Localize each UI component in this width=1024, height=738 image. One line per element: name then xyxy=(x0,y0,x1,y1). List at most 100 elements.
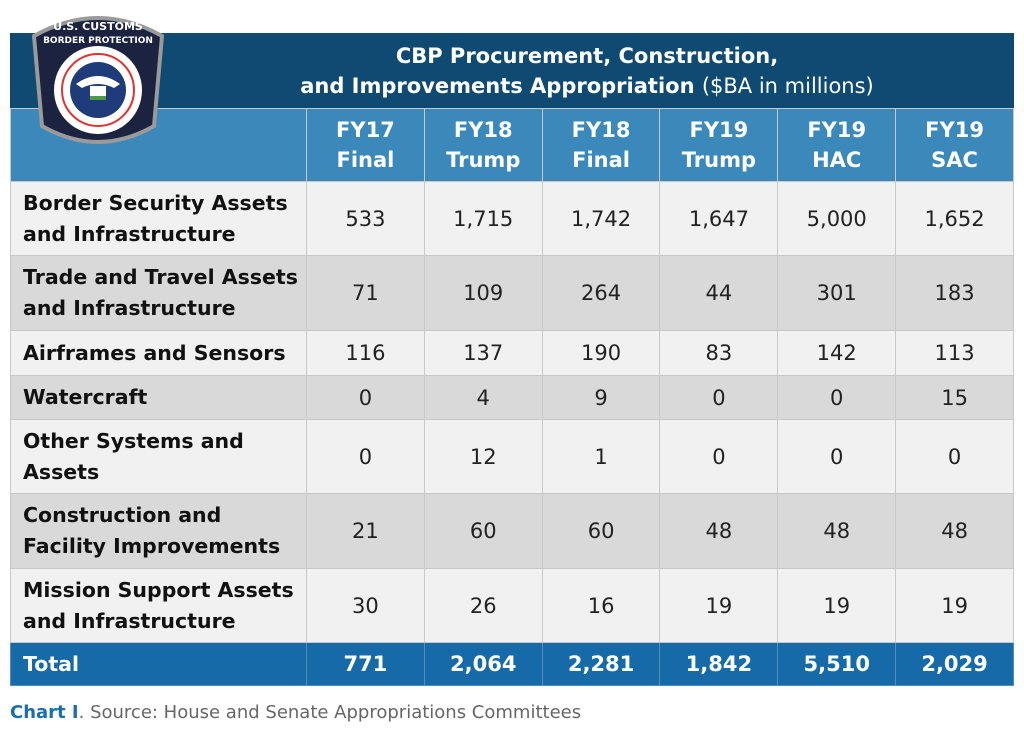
value-cell: 0 xyxy=(306,419,425,494)
row-label: Border Security Assets and Infrastructure xyxy=(10,181,307,256)
value-cell: 83 xyxy=(659,330,779,376)
row-label: Airframes and Sensors xyxy=(10,330,307,376)
value-cell: 19 xyxy=(777,568,897,643)
title-bar: CBP Procurement, Construction, and Impro… xyxy=(10,33,1014,108)
value-cell: 190 xyxy=(541,330,661,376)
value-cell: 1,742 xyxy=(541,181,661,256)
row-label-line: and Infrastructure xyxy=(23,296,236,320)
value-cell: 301 xyxy=(777,255,897,331)
value-cell: 12 xyxy=(423,419,543,494)
column-header: FY19 HAC xyxy=(777,108,897,182)
value-cell: 116 xyxy=(306,330,425,376)
total-value-cell: 1,842 xyxy=(659,642,779,686)
column-header: FY19 SAC xyxy=(895,108,1014,182)
row-label-line: Other Systems and xyxy=(23,428,244,453)
column-header-line: FY19 xyxy=(925,118,984,142)
value-cell: 19 xyxy=(659,568,779,643)
value-cell: 142 xyxy=(777,330,897,376)
table-row: Border Security Assets and Infrastructure… xyxy=(10,181,1014,256)
column-header-line: Trump xyxy=(681,148,757,172)
table-row: Trade and Travel Assets and Infrastructur… xyxy=(10,255,1014,331)
value-cell: 137 xyxy=(423,330,543,376)
row-label: Trade and Travel Assets and Infrastructur… xyxy=(10,255,307,331)
value-cell: 48 xyxy=(895,493,1014,569)
value-cell: 26 xyxy=(423,568,543,643)
column-header-line: Final xyxy=(336,148,395,172)
row-label-line: and Infrastructure xyxy=(23,608,236,633)
value-cell: 15 xyxy=(895,375,1014,420)
total-row: Total 771 2,064 2,281 1,842 5,510 2,029 xyxy=(10,642,1014,686)
total-label: Total xyxy=(10,642,307,686)
value-cell: 0 xyxy=(306,375,425,420)
value-cell: 48 xyxy=(777,493,897,569)
value-cell: 44 xyxy=(659,255,779,331)
value-cell: 16 xyxy=(541,568,661,643)
column-header: FY17 Final xyxy=(306,108,425,182)
column-header-line: FY18 xyxy=(453,118,513,142)
column-header-line: FY17 xyxy=(336,118,395,142)
column-header-line: SAC xyxy=(931,148,978,172)
row-label-line: Airframes and Sensors xyxy=(23,340,286,365)
row-label-line: Border Security Assets xyxy=(23,190,288,215)
column-header: FY18 Trump xyxy=(423,108,543,182)
row-label-line: Trade and Travel Assets xyxy=(23,265,298,289)
total-value-cell: 2,064 xyxy=(423,642,543,686)
value-cell: 60 xyxy=(423,493,543,569)
row-label-line: and Infrastructure xyxy=(23,221,236,246)
value-cell: 183 xyxy=(895,255,1014,331)
column-header-line: FY19 xyxy=(807,118,867,142)
value-cell: 30 xyxy=(306,568,425,643)
title-line-1: CBP Procurement, Construction, xyxy=(395,44,779,68)
row-label-line: Construction and xyxy=(23,503,222,527)
value-cell: 264 xyxy=(541,255,661,331)
value-cell: 0 xyxy=(659,419,779,494)
row-label-line: Facility Improvements xyxy=(23,534,281,558)
chart-title: CBP Procurement, Construction, and Impro… xyxy=(160,41,1014,101)
caption: Chart I. Source: House and Senate Approp… xyxy=(10,702,581,723)
table-row: Construction and Facility Improvements 21 6… xyxy=(10,493,1014,569)
row-label: Other Systems and Assets xyxy=(10,419,307,494)
caption-source: . Source: House and Senate Appropriation… xyxy=(78,702,582,723)
row-label-line: Assets xyxy=(23,459,100,484)
caption-label: Chart I xyxy=(10,702,79,723)
value-cell: 48 xyxy=(659,493,779,569)
column-header-line: HAC xyxy=(812,148,862,172)
value-cell: 5,000 xyxy=(777,181,897,256)
row-label-line: Mission Support Assets xyxy=(23,577,294,602)
column-header-line: Trump xyxy=(446,148,521,172)
row-label-line: Watercraft xyxy=(23,385,148,409)
value-cell: 9 xyxy=(541,375,661,420)
value-cell: 4 xyxy=(423,375,543,420)
svg-text:BORDER PROTECTION: BORDER PROTECTION xyxy=(43,36,153,46)
value-cell: 0 xyxy=(777,375,897,420)
column-header-line: FY19 xyxy=(689,118,749,142)
table-row: Other Systems and Assets 0 12 1 0 0 0 xyxy=(10,419,1014,494)
total-value-cell: 5,510 xyxy=(777,642,897,686)
value-cell: 71 xyxy=(306,255,425,331)
value-cell: 0 xyxy=(777,419,897,494)
title-line-2: and Improvements Appropriation xyxy=(300,74,695,98)
value-cell: 0 xyxy=(659,375,779,420)
value-cell: 113 xyxy=(895,330,1014,376)
svg-text:U.S. CUSTOMS: U.S. CUSTOMS xyxy=(53,20,143,33)
total-value-cell: 771 xyxy=(306,642,425,686)
appropriation-table: FY17 Final FY18 Trump FY18 Final FY19 Trump FY19… xyxy=(10,108,1014,686)
row-label: Construction and Facility Improvements xyxy=(10,493,307,569)
row-label: Mission Support Assets and Infrastructure xyxy=(10,568,307,643)
value-cell: 1,715 xyxy=(423,181,543,256)
cbp-badge-logo: U.S. CUSTOMS BORDER PROTECTION xyxy=(31,16,165,144)
value-cell: 1,647 xyxy=(659,181,779,256)
title-unit: ($BA in millions) xyxy=(701,74,874,98)
value-cell: 60 xyxy=(541,493,661,569)
value-cell: 1,652 xyxy=(895,181,1014,256)
value-cell: 19 xyxy=(895,568,1014,643)
row-label: Watercraft xyxy=(10,375,307,420)
total-value-cell: 2,029 xyxy=(895,642,1014,686)
column-header-line: Final xyxy=(572,148,630,172)
column-header-line: FY18 xyxy=(571,118,631,142)
header-row: FY17 Final FY18 Trump FY18 Final FY19 Trump FY19… xyxy=(10,108,1014,182)
column-header: FY19 Trump xyxy=(659,108,779,182)
value-cell: 533 xyxy=(306,181,425,256)
value-cell: 1 xyxy=(541,419,661,494)
table-row: Airframes and Sensors 116 137 190 83 142 113 xyxy=(10,330,1014,376)
